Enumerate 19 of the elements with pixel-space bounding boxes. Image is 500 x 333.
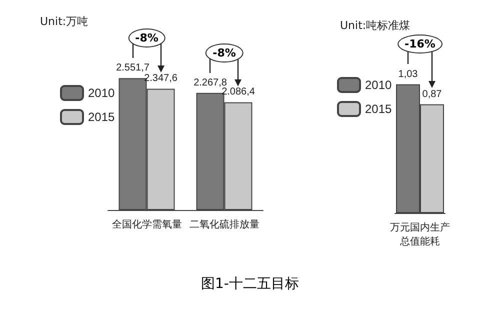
data-label: 1,03 bbox=[398, 68, 418, 80]
legend-label: 2010 bbox=[365, 78, 392, 92]
x-tick-label: 万元国内生产总值能耗 bbox=[390, 222, 450, 248]
legend-label: 2010 bbox=[88, 86, 116, 100]
y-axis-title: Unit:万吨 bbox=[40, 14, 88, 29]
x-tick-label: 二氧化硫排放量 bbox=[189, 218, 260, 230]
x-tick-label: 全国化学需氧量 bbox=[112, 218, 182, 230]
data-label: 2.086,4 bbox=[222, 86, 256, 98]
text: -8% bbox=[128, 28, 166, 48]
legend-label: 2015 bbox=[88, 110, 116, 124]
data-label: 2.551,7 bbox=[116, 62, 150, 74]
y-axis-title: Unit:吨标准煤 bbox=[340, 18, 410, 33]
caption: 图1-十二五目标 bbox=[200, 275, 300, 293]
legend-label: 2015 bbox=[365, 102, 392, 116]
text: -16% bbox=[398, 34, 442, 54]
data-label: 2.267,8 bbox=[194, 77, 228, 88]
text: -8% bbox=[206, 43, 243, 62]
data-label: 2.347,6 bbox=[144, 73, 178, 84]
data-label: 0,87 bbox=[422, 88, 442, 100]
